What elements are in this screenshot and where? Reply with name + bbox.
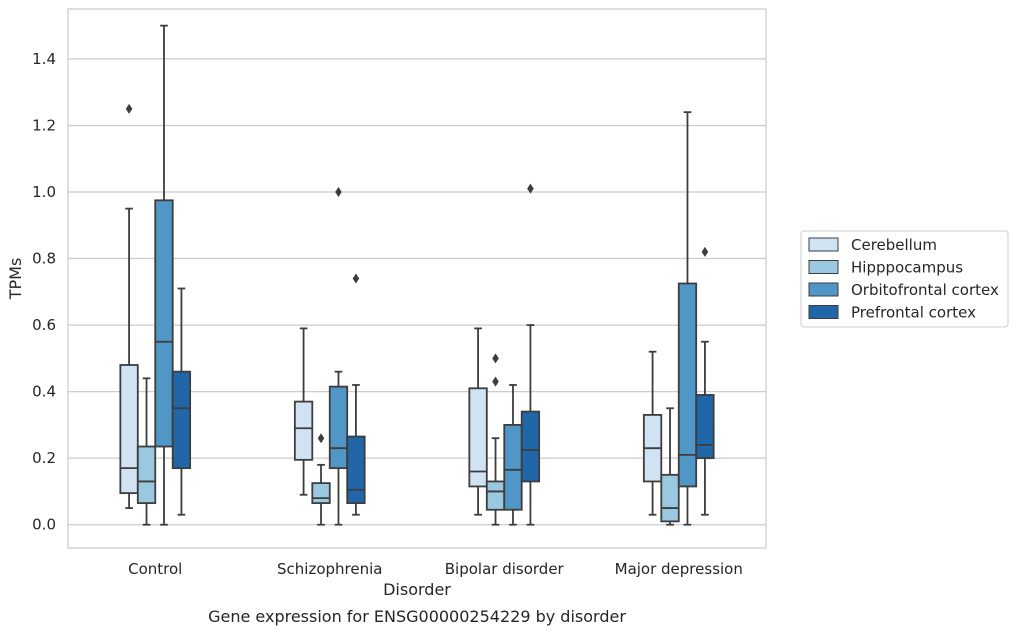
box-1-1 (311, 433, 331, 526)
x-tick-label: Bipolar disorder (445, 560, 565, 578)
box-0-2 (154, 24, 174, 526)
box-3-2 (677, 111, 698, 526)
box-1-3 (346, 273, 366, 516)
box-0-3 (171, 287, 192, 516)
box-3-1 (660, 407, 680, 526)
x-tick-label: Major depression (615, 560, 743, 578)
box-body (171, 370, 192, 470)
box-body (293, 400, 314, 461)
legend-swatch (808, 305, 839, 319)
x-axis-ticks: Control Schizophrenia Bipolar disorder Majo… (128, 560, 743, 578)
box-0-1 (136, 377, 157, 526)
legend-label: Prefrontal cortex (851, 304, 976, 322)
y-tick-label: 0.0 (32, 516, 56, 534)
box-2-2 (503, 384, 523, 526)
x-tick-label: Control (128, 560, 182, 578)
box-body (154, 199, 174, 448)
box-body (660, 473, 680, 523)
boxes (119, 24, 715, 526)
y-tick-label: 0.4 (32, 383, 56, 401)
plot-area (67, 8, 767, 549)
box-body (695, 394, 715, 460)
y-axis-label: TPMs (6, 258, 25, 301)
legend-label: Hipppocampus (851, 259, 963, 277)
outlier-point (352, 273, 360, 284)
box-3-3 (695, 246, 715, 516)
y-tick-label: 0.6 (32, 316, 56, 334)
box-2-1 (485, 353, 506, 526)
outlier-point (317, 433, 325, 444)
outlier-point (701, 246, 709, 257)
box-body (346, 435, 366, 504)
legend-frame (800, 230, 1009, 328)
y-tick-label: 1.4 (32, 50, 56, 68)
box-2-0 (468, 327, 488, 516)
x-axis-label: Disorder (383, 580, 451, 599)
box-2-3 (520, 183, 541, 526)
y-tick-label: 1.0 (32, 183, 56, 201)
box-body (520, 410, 541, 483)
box-body (485, 480, 506, 511)
box-body (677, 282, 698, 488)
outlier-point (527, 183, 534, 194)
chart-caption: Gene expression for ENSG00000254229 by d… (208, 607, 626, 626)
legend-swatch (808, 237, 839, 252)
y-tick-label: 0.8 (32, 250, 56, 268)
box-1-2 (328, 186, 349, 526)
box-body (503, 423, 523, 511)
outlier-point (125, 103, 133, 114)
y-tick-label: 1.2 (32, 116, 56, 134)
box-body (311, 482, 331, 504)
outlier-point (492, 353, 499, 364)
box-3-0 (642, 350, 663, 516)
y-tick-label: 0.2 (32, 449, 56, 467)
legend-swatch (808, 260, 839, 274)
box-body (468, 387, 488, 488)
box-0-0 (119, 103, 139, 509)
box-body (136, 445, 157, 504)
x-tick-label: Schizophrenia (277, 560, 382, 578)
legend-swatch (808, 282, 839, 297)
box-1-0 (293, 327, 314, 496)
legend-label: Orbitofrontal cortex (851, 281, 999, 299)
legend-label: Cerebellum (851, 236, 937, 254)
legend: Cerebellum Hipppocampus Orbitofrontal cort… (800, 230, 1009, 328)
outlier-point (492, 376, 499, 387)
box-body (119, 364, 139, 495)
outlier-point (335, 186, 342, 197)
y-axis-ticks: 0.0 0.2 0.4 0.6 0.8 1.0 1.2 1.4 (32, 50, 56, 534)
box-body (328, 385, 349, 470)
